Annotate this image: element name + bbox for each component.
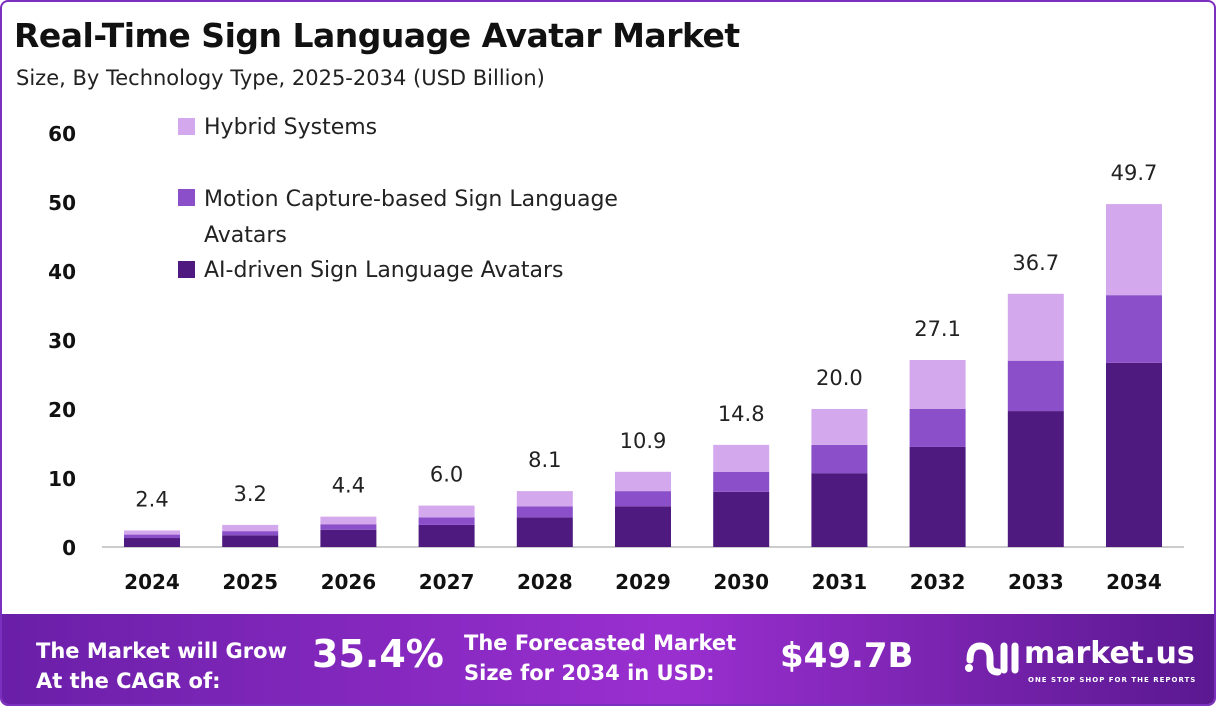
- bar-segment-motion: [222, 531, 279, 536]
- legend-swatch-ai: [178, 261, 195, 278]
- total-data-label: 4.4: [332, 474, 365, 498]
- y-tick-label: 20: [48, 398, 76, 422]
- bar-segment-motion: [1106, 295, 1162, 363]
- legend-swatch-hybrid: [178, 118, 195, 135]
- bar-segment-motion: [124, 534, 180, 539]
- y-tick-label: 10: [48, 467, 76, 491]
- chart-subtitle: Size, By Technology Type, 2025-2034 (USD…: [16, 66, 545, 90]
- x-tick-label: 2029: [615, 570, 671, 594]
- bar-segment-motion: [1007, 360, 1064, 412]
- footer-banner: The Market will Grow At the CAGR of: 35.…: [2, 614, 1214, 704]
- x-tick-label: 2024: [124, 570, 180, 594]
- total-data-label: 6.0: [430, 463, 463, 487]
- brand-name: market.us: [1024, 636, 1195, 671]
- x-tick-label: 2026: [321, 570, 377, 594]
- bar-segment-ai: [124, 538, 180, 547]
- bar-segment-motion: [811, 444, 868, 474]
- x-tick-label: 2034: [1106, 570, 1162, 594]
- market-us-logo-icon: [965, 642, 1019, 676]
- bar-segment-ai: [418, 524, 475, 547]
- forecast-label-line1: The Forecasted Market: [464, 631, 737, 655]
- total-data-label: 2.4: [135, 487, 168, 511]
- total-data-label: 14.8: [718, 402, 765, 426]
- y-tick-label: 50: [48, 191, 76, 215]
- x-tick-label: 2025: [222, 570, 278, 594]
- bar-segment-motion: [909, 409, 966, 447]
- cagr-value: 35.4%: [312, 632, 444, 676]
- y-tick-label: 30: [48, 329, 76, 353]
- x-tick-label: 2030: [713, 570, 769, 594]
- bar-segment-motion: [320, 524, 377, 530]
- total-data-label: 27.1: [914, 317, 961, 341]
- bar-segment-hybrid: [124, 530, 180, 535]
- y-tick-label: 40: [48, 260, 76, 284]
- brand-tagline: ONE STOP SHOP FOR THE REPORTS: [1028, 676, 1197, 684]
- legend-label-ai: AI-driven Sign Language Avatars: [204, 258, 564, 283]
- bar-segment-motion: [418, 517, 475, 525]
- chart-title: Real-Time Sign Language Avatar Market: [14, 16, 740, 55]
- bar-segment-hybrid: [811, 409, 868, 445]
- total-data-label: 3.2: [233, 482, 266, 506]
- forecast-label-line2: Size for 2034 in USD:: [464, 661, 715, 685]
- forecast-value: $49.7B: [780, 636, 914, 676]
- x-tick-label: 2033: [1008, 570, 1064, 594]
- bar-segment-ai: [713, 491, 770, 547]
- legend-label-motion-cont: Avatars: [204, 223, 287, 248]
- bar-segment-hybrid: [713, 444, 770, 472]
- bar-segment-hybrid: [320, 516, 377, 525]
- legend-label-hybrid: Hybrid Systems: [204, 115, 377, 140]
- bar-segment-ai: [320, 529, 377, 547]
- x-tick-label: 2032: [910, 570, 966, 594]
- bar-segment-ai: [1007, 411, 1064, 547]
- total-data-label: 20.0: [816, 366, 863, 390]
- y-tick-label: 0: [62, 536, 76, 560]
- y-tick-label: 60: [48, 122, 76, 146]
- bar-segment-ai: [1106, 362, 1162, 547]
- forecast-label: The Forecasted Market Size for 2034 in U…: [464, 628, 736, 688]
- total-data-label: 36.7: [1012, 251, 1059, 275]
- total-data-label: 10.9: [620, 429, 667, 453]
- bar-segment-motion: [516, 506, 573, 518]
- cagr-label: The Market will Grow At the CAGR of:: [36, 636, 287, 696]
- bar-segment-hybrid: [516, 491, 573, 507]
- x-tick-label: 2027: [419, 570, 475, 594]
- legend: Hybrid Systems Motion Capture-based Sign…: [178, 115, 618, 283]
- x-tick-label: 2028: [517, 570, 573, 594]
- cagr-label-line2: At the CAGR of:: [36, 669, 221, 693]
- bar-segment-ai: [811, 473, 868, 547]
- bar-segment-hybrid: [1007, 293, 1064, 361]
- total-data-label: 49.7: [1111, 161, 1158, 185]
- x-tick-label: 2031: [812, 570, 868, 594]
- bar-segment-hybrid: [222, 524, 279, 532]
- bar-segment-motion: [615, 491, 671, 507]
- bar-segment-hybrid: [1106, 204, 1162, 296]
- legend-swatch-motion: [178, 189, 195, 206]
- cagr-label-line1: The Market will Grow: [36, 639, 287, 663]
- bar-segment-hybrid: [418, 505, 475, 518]
- bar-segment-hybrid: [615, 471, 671, 492]
- bar-segment-ai: [516, 517, 573, 547]
- total-data-label: 8.1: [528, 448, 561, 472]
- bar-segment-motion: [713, 471, 770, 492]
- bar-segment-ai: [615, 506, 671, 547]
- bar-segment-hybrid: [909, 360, 966, 409]
- bar-segment-ai: [222, 535, 279, 547]
- bar-segment-ai: [909, 446, 966, 547]
- legend-label-motion: Motion Capture-based Sign Language: [204, 187, 618, 212]
